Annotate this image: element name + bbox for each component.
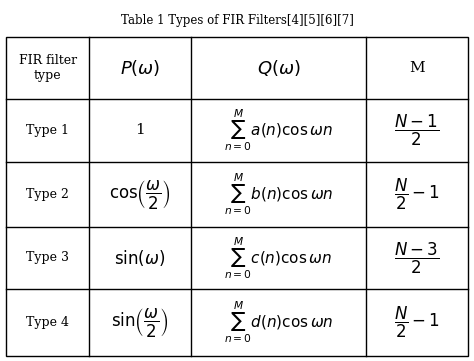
Text: Type 2: Type 2 <box>26 188 69 201</box>
Text: $\dfrac{N-3}{2}$: $\dfrac{N-3}{2}$ <box>394 240 440 275</box>
Text: $\sum_{n=0}^{M} a(n)\cos\omega n$: $\sum_{n=0}^{M} a(n)\cos\omega n$ <box>224 108 333 153</box>
Text: M: M <box>409 61 425 75</box>
Bar <box>6 37 468 356</box>
Text: $\sin(\omega)$: $\sin(\omega)$ <box>114 248 166 268</box>
Text: $P(\omega)$: $P(\omega)$ <box>120 58 160 78</box>
Text: $\sin\!\left(\dfrac{\omega}{2}\right)$: $\sin\!\left(\dfrac{\omega}{2}\right)$ <box>111 306 169 339</box>
Text: $\dfrac{N}{2}-1$: $\dfrac{N}{2}-1$ <box>394 305 440 340</box>
Text: 1: 1 <box>135 123 145 138</box>
Text: $\sum_{n=0}^{M} c(n)\cos\omega n$: $\sum_{n=0}^{M} c(n)\cos\omega n$ <box>225 235 333 281</box>
Text: $Q(\omega)$: $Q(\omega)$ <box>257 58 301 78</box>
Text: Type 1: Type 1 <box>26 124 69 137</box>
Text: $\sum_{n=0}^{M} b(n)\cos\omega n$: $\sum_{n=0}^{M} b(n)\cos\omega n$ <box>224 171 333 217</box>
Text: Table 1 Types of FIR Filters[4][5][6][7]: Table 1 Types of FIR Filters[4][5][6][7] <box>120 14 354 27</box>
Text: Type 3: Type 3 <box>26 252 69 265</box>
Text: FIR filter
type: FIR filter type <box>18 54 77 82</box>
Text: $\dfrac{N}{2}-1$: $\dfrac{N}{2}-1$ <box>394 177 440 212</box>
Text: Type 4: Type 4 <box>26 316 69 329</box>
Text: $\sum_{n=0}^{M} d(n)\cos\omega n$: $\sum_{n=0}^{M} d(n)\cos\omega n$ <box>224 300 333 345</box>
Text: $\cos\!\left(\dfrac{\omega}{2}\right)$: $\cos\!\left(\dfrac{\omega}{2}\right)$ <box>109 178 171 211</box>
Text: $\dfrac{N-1}{2}$: $\dfrac{N-1}{2}$ <box>394 113 440 148</box>
